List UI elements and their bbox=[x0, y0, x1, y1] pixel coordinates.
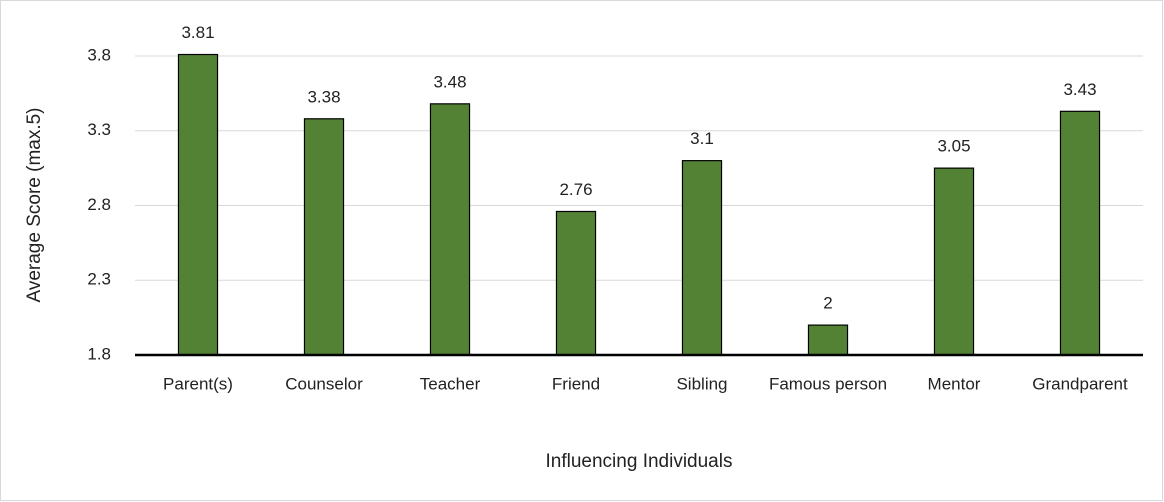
bar bbox=[429, 103, 471, 356]
data-label: 3.05 bbox=[937, 137, 970, 156]
y-tick-label: 3.8 bbox=[87, 45, 111, 64]
x-tick-label: Sibling bbox=[676, 374, 727, 393]
x-tick-label: Grandparent bbox=[1032, 374, 1128, 393]
data-label: 3.43 bbox=[1063, 80, 1096, 99]
x-tick-label: Teacher bbox=[420, 374, 481, 393]
bar bbox=[807, 324, 849, 356]
bar bbox=[681, 160, 723, 356]
bar bbox=[177, 53, 219, 356]
y-axis-title: Average Score (max.5) bbox=[24, 107, 45, 302]
x-tick-label: Friend bbox=[552, 374, 600, 393]
y-tick-label: 1.8 bbox=[87, 344, 111, 363]
y-tick-label: 2.3 bbox=[87, 270, 111, 289]
x-tick-label: Parent(s) bbox=[163, 374, 233, 393]
x-tick-label: Mentor bbox=[928, 374, 981, 393]
bar bbox=[303, 118, 345, 356]
data-label: 2 bbox=[823, 294, 832, 313]
data-label: 3.48 bbox=[433, 72, 466, 91]
x-tick-label: Famous person bbox=[769, 374, 887, 393]
data-label: 3.1 bbox=[690, 129, 714, 148]
y-tick-label: 3.3 bbox=[87, 120, 111, 139]
data-label: 3.81 bbox=[181, 23, 214, 42]
y-tick-label: 2.8 bbox=[87, 195, 111, 214]
bar bbox=[1059, 110, 1101, 356]
x-axis-title: Influencing Individuals bbox=[546, 451, 733, 472]
data-label: 2.76 bbox=[559, 180, 592, 199]
bar bbox=[933, 167, 975, 356]
x-tick-label: Counselor bbox=[285, 374, 363, 393]
data-label: 3.38 bbox=[307, 87, 340, 106]
bar bbox=[555, 210, 597, 356]
